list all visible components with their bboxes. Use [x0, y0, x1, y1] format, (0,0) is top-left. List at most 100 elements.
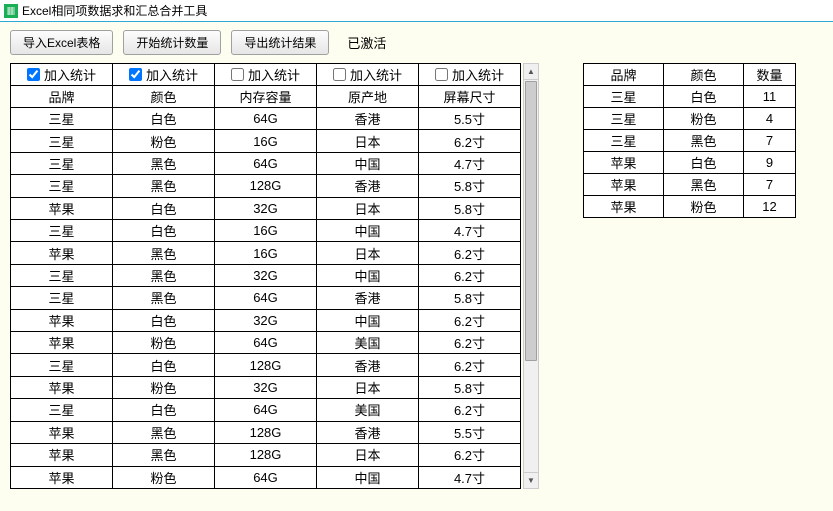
table-row[interactable]: 苹果粉色64G美国6.2寸 — [11, 332, 521, 354]
include-checkbox-1[interactable] — [129, 68, 142, 81]
table-cell: 4.7寸 — [419, 152, 521, 174]
table-cell: 5.5寸 — [419, 108, 521, 130]
include-checkbox-0[interactable] — [27, 68, 40, 81]
check-header-2[interactable]: 加入统计 — [215, 64, 317, 86]
app-icon — [4, 4, 18, 18]
table-cell: 16G — [215, 242, 317, 264]
table-cell: 32G — [215, 197, 317, 219]
table-cell: 黑色 — [113, 421, 215, 443]
include-checkbox-2[interactable] — [231, 68, 244, 81]
table-row[interactable]: 三星黑色64G香港5.8寸 — [11, 287, 521, 309]
table-cell: 64G — [215, 108, 317, 130]
table-cell: 128G — [215, 175, 317, 197]
table-cell: 粉色 — [113, 376, 215, 398]
table-cell: 苹果 — [11, 242, 113, 264]
table-cell: 日本 — [317, 444, 419, 466]
summary-cell: 三星 — [584, 86, 664, 108]
summary-row[interactable]: 三星白色11 — [584, 86, 796, 108]
table-row[interactable]: 三星黑色64G中国4.7寸 — [11, 152, 521, 174]
scroll-down-icon[interactable]: ▼ — [524, 472, 538, 488]
table-cell: 三星 — [11, 287, 113, 309]
check-header-0[interactable]: 加入统计 — [11, 64, 113, 86]
start-button[interactable]: 开始统计数量 — [123, 30, 221, 55]
table-row[interactable]: 三星白色64G香港5.5寸 — [11, 108, 521, 130]
summary-cell: 12 — [744, 196, 796, 218]
table-row[interactable]: 苹果黑色16G日本6.2寸 — [11, 242, 521, 264]
table-cell: 128G — [215, 354, 317, 376]
table-cell: 三星 — [11, 354, 113, 376]
table-cell: 6.2寸 — [419, 264, 521, 286]
summary-row[interactable]: 苹果粉色12 — [584, 196, 796, 218]
table-row[interactable]: 苹果粉色64G中国4.7寸 — [11, 466, 521, 489]
table-row[interactable]: 三星黑色128G香港5.8寸 — [11, 175, 521, 197]
table-cell: 美国 — [317, 399, 419, 421]
table-cell: 苹果 — [11, 466, 113, 489]
table-cell: 5.8寸 — [419, 175, 521, 197]
table-cell: 三星 — [11, 175, 113, 197]
table-row[interactable]: 苹果黑色128G日本6.2寸 — [11, 444, 521, 466]
table-cell: 香港 — [317, 421, 419, 443]
table-row[interactable]: 三星黑色32G中国6.2寸 — [11, 264, 521, 286]
table-row[interactable]: 三星白色16G中国4.7寸 — [11, 220, 521, 242]
table-cell: 6.2寸 — [419, 332, 521, 354]
right-pane: 品牌颜色数量 三星白色11三星粉色4三星黑色7苹果白色9苹果黑色7苹果粉色12 — [583, 63, 796, 489]
table-cell: 16G — [215, 220, 317, 242]
table-cell: 4.7寸 — [419, 466, 521, 489]
check-header-1[interactable]: 加入统计 — [113, 64, 215, 86]
summary-row[interactable]: 三星黑色7 — [584, 130, 796, 152]
summary-cell: 粉色 — [664, 108, 744, 130]
summary-cell: 7 — [744, 130, 796, 152]
table-cell: 三星 — [11, 108, 113, 130]
include-label: 加入统计 — [44, 65, 96, 84]
include-label: 加入统计 — [350, 65, 402, 84]
import-button[interactable]: 导入Excel表格 — [10, 30, 113, 55]
check-header-4[interactable]: 加入统计 — [419, 64, 521, 86]
table-cell: 128G — [215, 421, 317, 443]
table-row[interactable]: 三星白色64G美国6.2寸 — [11, 399, 521, 421]
table-cell: 美国 — [317, 332, 419, 354]
export-button[interactable]: 导出统计结果 — [231, 30, 329, 55]
summary-cell: 黑色 — [664, 130, 744, 152]
titlebar: Excel相同项数据求和汇总合并工具 — [0, 0, 833, 22]
table-row[interactable]: 苹果白色32G日本5.8寸 — [11, 197, 521, 219]
table-cell: 64G — [215, 287, 317, 309]
summary-row[interactable]: 三星粉色4 — [584, 108, 796, 130]
column-header-1: 颜色 — [113, 86, 215, 108]
table-cell: 6.2寸 — [419, 242, 521, 264]
table-cell: 日本 — [317, 130, 419, 152]
include-label: 加入统计 — [452, 65, 504, 84]
table-row[interactable]: 三星粉色16G日本6.2寸 — [11, 130, 521, 152]
table-row[interactable]: 苹果白色32G中国6.2寸 — [11, 309, 521, 331]
table-row[interactable]: 苹果粉色32G日本5.8寸 — [11, 376, 521, 398]
table-cell: 香港 — [317, 108, 419, 130]
table-cell: 4.7寸 — [419, 220, 521, 242]
table-cell: 中国 — [317, 220, 419, 242]
summary-cell: 4 — [744, 108, 796, 130]
summary-row[interactable]: 苹果黑色7 — [584, 174, 796, 196]
table-cell: 64G — [215, 466, 317, 489]
include-checkbox-3[interactable] — [333, 68, 346, 81]
checkbox-row: 加入统计加入统计加入统计加入统计加入统计 — [11, 64, 521, 86]
table-row[interactable]: 苹果黑色128G香港5.5寸 — [11, 421, 521, 443]
scroll-up-icon[interactable]: ▲ — [524, 64, 538, 80]
table-cell: 粉色 — [113, 130, 215, 152]
table-cell: 白色 — [113, 309, 215, 331]
scroll-thumb[interactable] — [525, 81, 537, 361]
header-row: 品牌颜色内存容量原产地屏幕尺寸 — [11, 86, 521, 108]
table-cell: 6.2寸 — [419, 309, 521, 331]
table-cell: 三星 — [11, 130, 113, 152]
summary-cell: 11 — [744, 86, 796, 108]
include-checkbox-4[interactable] — [435, 68, 448, 81]
vertical-scrollbar[interactable]: ▲ ▼ — [523, 63, 539, 489]
table-cell: 64G — [215, 152, 317, 174]
table-cell: 白色 — [113, 220, 215, 242]
summary-row[interactable]: 苹果白色9 — [584, 152, 796, 174]
summary-header-2: 数量 — [744, 64, 796, 86]
table-cell: 6.2寸 — [419, 354, 521, 376]
check-header-3[interactable]: 加入统计 — [317, 64, 419, 86]
table-row[interactable]: 三星白色128G香港6.2寸 — [11, 354, 521, 376]
table-cell: 三星 — [11, 152, 113, 174]
include-label: 加入统计 — [248, 65, 300, 84]
content-area: 加入统计加入统计加入统计加入统计加入统计 品牌颜色内存容量原产地屏幕尺寸 三星白… — [0, 63, 833, 489]
table-cell: 5.8寸 — [419, 197, 521, 219]
